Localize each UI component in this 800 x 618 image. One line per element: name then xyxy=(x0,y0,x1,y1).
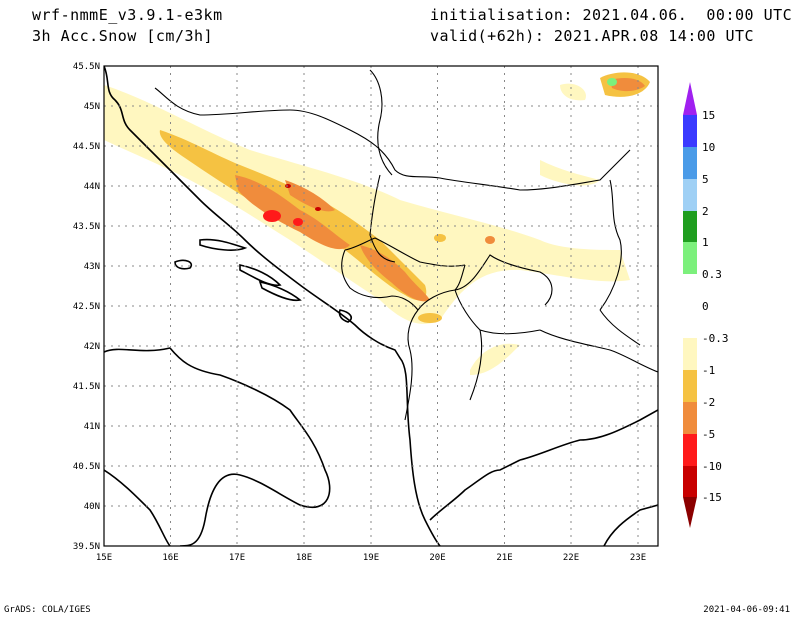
lat-tick-labels: 45.5N 45N 44.5N 44N 43.5N 43N 42.5N 42N … xyxy=(73,62,100,552)
legend-label: -5 xyxy=(702,428,715,441)
lon-label: 23E xyxy=(630,553,646,563)
legend-swatch xyxy=(683,115,697,147)
legend-swatch xyxy=(683,338,697,370)
legend-label: 10 xyxy=(702,141,715,154)
lon-label: 19E xyxy=(363,553,379,563)
legend-swatch xyxy=(683,179,697,211)
legend-label: -0.3 xyxy=(702,332,729,345)
lat-label: 41.5N xyxy=(73,382,100,392)
lat-label: 41N xyxy=(84,422,100,432)
lon-label: 20E xyxy=(429,553,445,563)
lat-label: 42.5N xyxy=(73,302,100,312)
field-name: 3h Acc.Snow [cm/3h] xyxy=(32,27,214,45)
lat-label: 44.5N xyxy=(73,142,100,152)
legend-bottom-arrow xyxy=(683,497,697,528)
model-name: wrf-nmmE_v3.9.1-e3km xyxy=(32,6,223,24)
legend-swatch xyxy=(683,147,697,179)
lat-label: 40N xyxy=(84,502,100,512)
lon-label: 18E xyxy=(296,553,312,563)
legend-swatch xyxy=(683,370,697,402)
lon-label: 15E xyxy=(96,553,112,563)
lon-label: 16E xyxy=(162,553,178,563)
valid-time: valid(+62h): 2021.APR.08 14:00 UTC xyxy=(430,27,755,45)
lat-label: 42N xyxy=(84,342,100,352)
lat-label: 44N xyxy=(84,182,100,192)
lat-label: 39.5N xyxy=(73,542,100,552)
lon-label: 17E xyxy=(229,553,245,563)
color-legend: 15 10 5 2 1 0.3 0 -0.3 -1 -2 -5 -10 -15 xyxy=(683,82,729,528)
legend-label: -2 xyxy=(702,396,715,409)
legend-swatch xyxy=(683,402,697,434)
lat-label: 40.5N xyxy=(73,462,100,472)
legend-swatch xyxy=(683,466,697,497)
legend-label: 5 xyxy=(702,173,709,186)
legend-swatch xyxy=(683,242,697,274)
map-frame xyxy=(103,65,659,547)
lon-label: 21E xyxy=(496,553,512,563)
national-borders xyxy=(154,69,658,421)
legend-label: 2 xyxy=(702,205,709,218)
legend-swatch xyxy=(683,211,697,242)
init-time: initialisation: 2021.04.06. 00:00 UTC xyxy=(430,6,793,24)
coastlines xyxy=(104,66,658,546)
legend-swatch xyxy=(683,434,697,466)
legend-label: 0.3 xyxy=(702,268,722,281)
legend-swatch xyxy=(683,274,697,338)
lat-label: 45.5N xyxy=(73,62,100,72)
snow-field xyxy=(104,72,650,375)
legend-label: 15 xyxy=(702,109,715,122)
legend-top-arrow xyxy=(683,82,697,115)
lat-label: 45N xyxy=(84,102,100,112)
legend-label: -15 xyxy=(702,491,722,504)
lon-tick-labels: 15E 16E 17E 18E 19E 20E 21E 22E 23E xyxy=(96,553,646,563)
legend-label: 0 xyxy=(702,300,709,313)
lat-label: 43N xyxy=(84,262,100,272)
map-grid xyxy=(104,66,658,546)
lon-label: 22E xyxy=(563,553,579,563)
legend-label: -1 xyxy=(702,364,715,377)
legend-label: -10 xyxy=(702,460,722,473)
lat-label: 43.5N xyxy=(73,222,100,232)
render-timestamp: 2021-04-06-09:41 xyxy=(703,605,790,615)
legend-label: 1 xyxy=(702,236,709,249)
grads-credit: GrADS: COLA/IGES xyxy=(4,605,91,615)
